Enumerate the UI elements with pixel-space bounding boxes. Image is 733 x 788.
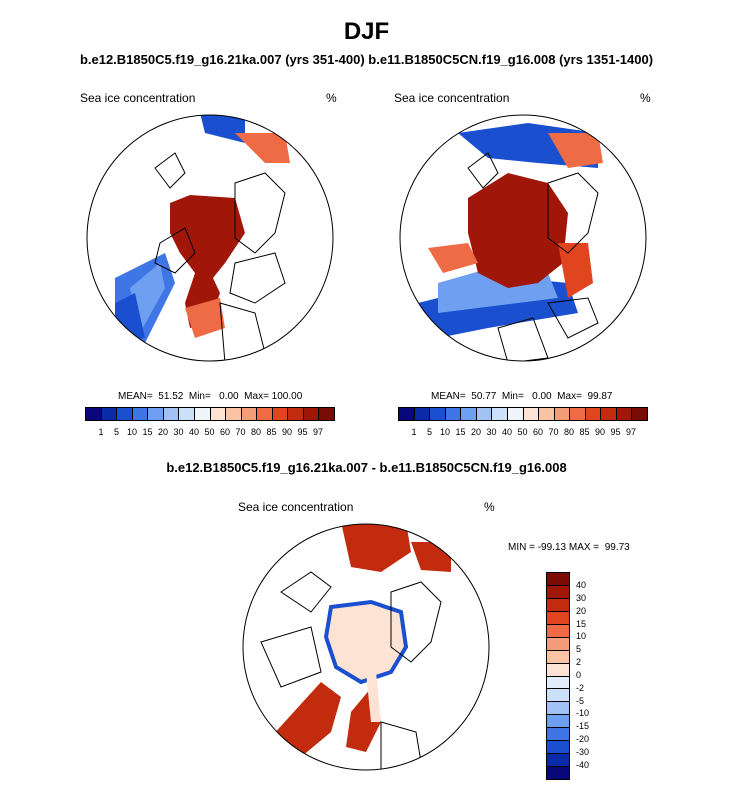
colorbar-swatch: [616, 408, 633, 420]
left-map-boundary: [86, 114, 334, 362]
colorbar-swatch: [117, 408, 133, 420]
colorbar-swatch: [570, 408, 586, 420]
colorbar-swatch: [163, 408, 180, 420]
colorbar-swatch: [547, 637, 569, 651]
colorbar-swatch: [414, 408, 431, 420]
colorbar-swatch: [430, 408, 446, 420]
colorbar-swatch: [132, 408, 149, 420]
left-map-fill: [115, 115, 290, 343]
colorbar-swatch: [547, 663, 569, 677]
colorbar-swatch: [194, 408, 211, 420]
right-panel-units: %: [640, 91, 651, 105]
difference-polar-map: [242, 523, 490, 771]
diff-map-fill: [271, 524, 451, 762]
colorbar-swatch: [547, 650, 569, 664]
colorbar-swatch: [272, 408, 289, 420]
diff-panel-label: Sea ice concentration: [238, 500, 354, 514]
colorbar-swatch: [547, 611, 569, 625]
colorbar-swatch: [547, 754, 569, 768]
colorbar-swatch: [399, 408, 415, 420]
colorbar-swatch: [476, 408, 493, 420]
colorbar-swatch: [547, 741, 569, 755]
colorbar-swatch: [547, 728, 569, 742]
colorbar-swatch: [539, 408, 555, 420]
right-colorbar: [398, 407, 648, 421]
colorbar-swatch: [547, 598, 569, 612]
right-map-fill: [418, 123, 603, 338]
comparison-subtitle: b.e12.B1850C5.f19_g16.21ka.007 (yrs 351-…: [79, 52, 654, 67]
colorbar-swatch: [585, 408, 602, 420]
page-title: DJF: [343, 18, 390, 45]
colorbar-swatch: [303, 408, 320, 420]
left-panel-units: %: [326, 91, 337, 105]
colorbar-swatch: [547, 624, 569, 638]
right-map-boundary: [399, 114, 647, 362]
colorbar-swatch: [210, 408, 227, 420]
colorbar-swatch: [547, 767, 569, 779]
colorbar-swatch: [86, 408, 102, 420]
right-panel-label: Sea ice concentration: [394, 91, 510, 105]
diff-colorbar-ticks: 40 30 20 15 10 5 2 0 -2 -5 -10 -15 -20 -30 -40: [576, 580, 590, 770]
left-stats: MEAN= 51.52 Min= 0.00 Max= 100.00: [118, 391, 303, 402]
left-colorbar: [85, 407, 335, 421]
colorbar-swatch: [547, 689, 569, 703]
colorbar-swatch: [547, 715, 569, 729]
colorbar-swatch: [257, 408, 273, 420]
colorbar-swatch: [319, 408, 334, 420]
diff-minmax: MIN = -99.13 MAX = 99.73: [508, 542, 630, 553]
diff-map-boundary: [242, 523, 490, 771]
colorbar-swatch: [241, 408, 258, 420]
left-colorbar-ticks: 1 5 10 15 20 30 40 50 60 70 80 85 90 95 97: [98, 427, 324, 437]
difference-title: b.e12.B1850C5.f19_g16.21ka.007 - b.e11.B…: [166, 460, 567, 475]
colorbar-swatch: [547, 573, 569, 586]
colorbar-swatch: [461, 408, 477, 420]
colorbar-swatch: [554, 408, 571, 420]
colorbar-swatch: [547, 585, 569, 599]
colorbar-swatch: [547, 676, 569, 690]
diff-colorbar: [546, 572, 570, 780]
right-stats: MEAN= 50.77 Min= 0.00 Max= 99.87: [431, 391, 613, 402]
colorbar-swatch: [445, 408, 462, 420]
colorbar-swatch: [288, 408, 304, 420]
right-colorbar-ticks: 1 5 10 15 20 30 40 50 60 70 80 85 90 95 97: [411, 427, 637, 437]
right-polar-map: [399, 114, 647, 362]
diff-panel-units: %: [484, 500, 495, 514]
left-polar-map: [86, 114, 334, 362]
colorbar-swatch: [523, 408, 540, 420]
left-panel-label: Sea ice concentration: [80, 91, 196, 105]
colorbar-swatch: [101, 408, 118, 420]
colorbar-swatch: [226, 408, 242, 420]
colorbar-swatch: [148, 408, 164, 420]
colorbar-swatch: [601, 408, 617, 420]
colorbar-swatch: [492, 408, 508, 420]
colorbar-swatch: [507, 408, 524, 420]
colorbar-swatch: [547, 702, 569, 716]
colorbar-swatch: [179, 408, 195, 420]
colorbar-swatch: [632, 408, 647, 420]
